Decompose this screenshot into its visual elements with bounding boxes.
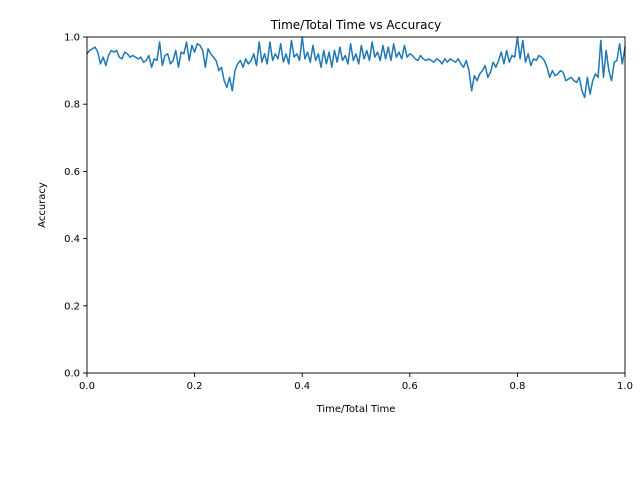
x-tick-label: 0.6: [402, 381, 418, 392]
x-tick-label: 0.8: [509, 381, 525, 392]
accuracy-series-line: [85, 36, 626, 99]
x-tick-label: 0.2: [187, 381, 203, 392]
y-tick-label: 0.2: [64, 301, 80, 312]
y-tick-label: 0.6: [64, 167, 80, 178]
series-layer: [85, 36, 626, 99]
axes-frame: [86, 36, 626, 374]
x-axis-label: Time/Total Time: [316, 404, 396, 415]
y-axis-ticks: 0.0 0.2 0.4 0.6 0.8 1.0: [64, 33, 87, 380]
x-tick-label: 0.0: [79, 381, 95, 392]
plot-area: [87, 37, 625, 373]
x-tick-label: 1.0: [617, 381, 633, 392]
y-tick-label: 0.0: [64, 369, 80, 380]
y-tick-label: 1.0: [64, 33, 80, 44]
y-tick-label: 0.8: [64, 100, 80, 111]
y-tick-label: 0.4: [64, 234, 80, 245]
x-tick-label: 0.4: [294, 381, 310, 392]
chart-title: Time/Total Time vs Accuracy: [270, 18, 441, 32]
y-axis-label: Accuracy: [37, 182, 48, 228]
x-axis-ticks: 0.0 0.2 0.4 0.6 0.8 1.0: [79, 373, 633, 392]
